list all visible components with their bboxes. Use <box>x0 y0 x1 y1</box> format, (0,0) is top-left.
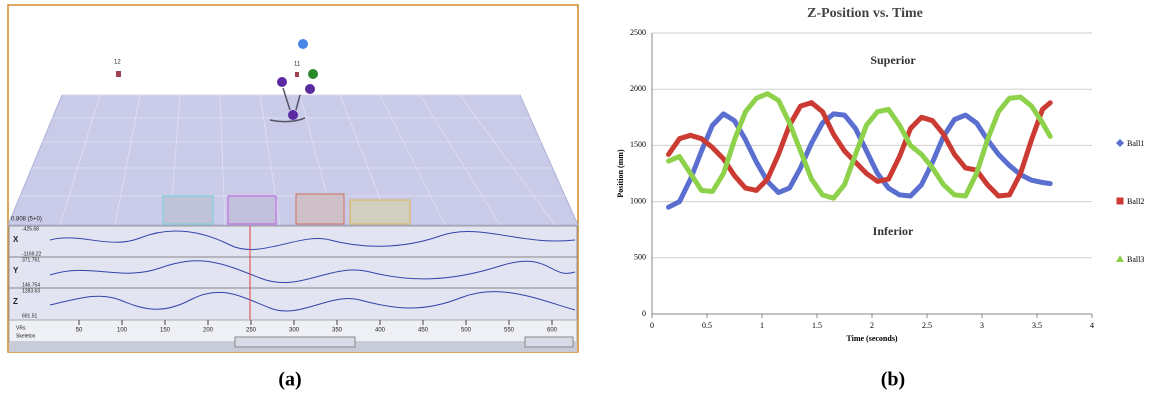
x-tick-label: 2 <box>870 321 874 330</box>
timeline-label: 500 <box>461 328 472 334</box>
legend-symbol <box>1116 255 1124 262</box>
timeline-label: 400 <box>375 328 386 334</box>
graph-label: Y <box>13 266 19 275</box>
graph-label: Z <box>13 297 18 306</box>
marker-box <box>295 72 299 77</box>
marker-label: 11 <box>294 62 301 68</box>
timeline-label: 300 <box>289 328 300 334</box>
marker-ball <box>308 69 318 79</box>
marker-label: 12 <box>114 60 121 66</box>
legend-label: Ball2 <box>1127 197 1144 206</box>
playback-controls[interactable] <box>235 337 355 347</box>
x-axis-label: Time (seconds) <box>846 334 898 343</box>
chart-title: Z-Position vs. Time <box>807 6 923 21</box>
caption: (b) <box>881 369 905 391</box>
force-plate <box>296 194 344 224</box>
x-tick-label: 3.5 <box>1032 321 1042 330</box>
x-tick-label: 1 <box>760 321 764 330</box>
force-plate <box>350 200 410 224</box>
chart: Z-Position vs. Time 0 500 1000 1500 2000 2500 0… <box>616 6 1145 343</box>
checkbox-label: Skeleton <box>16 333 36 339</box>
legend-label: Ball1 <box>1127 139 1144 148</box>
marker-ball <box>305 84 315 94</box>
timeline-label: 350 <box>332 328 343 334</box>
timeline-label: 50 <box>76 328 83 334</box>
annotation: Superior <box>870 53 916 67</box>
graph-label: X <box>13 235 19 244</box>
y-tick-label: 500 <box>634 253 646 262</box>
x-tick-label: 0 <box>650 321 654 330</box>
y-tick-label: 2500 <box>630 28 646 37</box>
timeline-label: 450 <box>418 328 429 334</box>
marker-ball <box>298 39 308 49</box>
y-tick-label: 1000 <box>630 196 646 205</box>
timeline-label: 200 <box>203 328 214 334</box>
marker-ball <box>288 110 298 120</box>
x-tick-label: 0.5 <box>702 321 712 330</box>
frame-range[interactable] <box>525 337 573 347</box>
x-tick-label: 1.5 <box>812 321 822 330</box>
y-tick-label: 1500 <box>630 140 646 149</box>
y-tick-label: 0 <box>642 309 646 318</box>
timeline-label: 150 <box>160 328 171 334</box>
y-axis-label: Position (mm) <box>616 149 625 198</box>
x-tick-label: 2.5 <box>922 321 932 330</box>
x-tick-label: 3 <box>980 321 984 330</box>
status-text: 0.808 (5+0) <box>11 217 42 223</box>
range-label: 371.761 <box>22 257 40 263</box>
timeline-label: 550 <box>504 328 515 334</box>
marker-box <box>116 71 121 77</box>
x-tick-label: 4 <box>1090 321 1094 330</box>
y-tick-label: 2000 <box>630 84 646 93</box>
range-label: 1283.63 <box>22 288 40 294</box>
timeline-label: 600 <box>547 328 558 334</box>
marker-ball <box>277 77 287 87</box>
checkbox-label: VRs <box>16 325 26 331</box>
legend-symbol <box>1116 139 1124 147</box>
screenshot: 12 11 0.808 (5+0) X Y Z -425.68 -1169.22… <box>8 5 578 352</box>
force-plate <box>228 196 276 224</box>
legend-label: Ball3 <box>1127 255 1144 264</box>
timeline-label: 100 <box>117 328 128 334</box>
annotation: Inferior <box>873 224 914 238</box>
timeline-label: 250 <box>246 328 257 334</box>
force-plate <box>163 196 213 224</box>
range-label: 691.51 <box>22 313 38 319</box>
caption: (a) <box>278 369 301 391</box>
range-label: -425.68 <box>22 226 39 232</box>
figure: 12 11 0.808 (5+0) X Y Z -425.68 -1169.22… <box>0 0 1173 394</box>
legend-symbol <box>1117 198 1124 205</box>
